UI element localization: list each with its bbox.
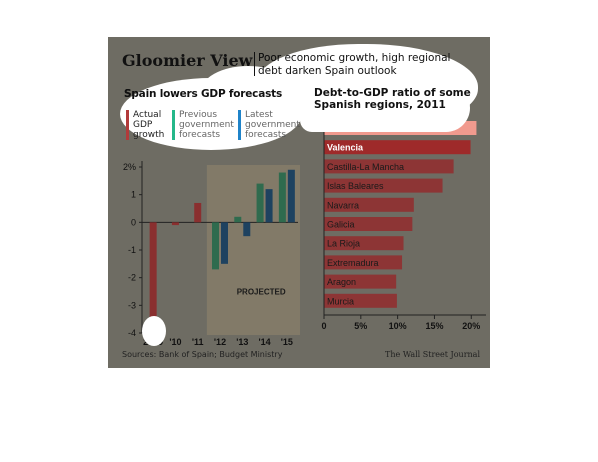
region-bar xyxy=(324,159,454,174)
region-label: Murcia xyxy=(327,296,354,306)
y-tick-label: 0 xyxy=(131,217,136,227)
region-bar xyxy=(324,217,413,231)
chart-title: Gloomier View xyxy=(122,51,253,70)
x-tick-label: 15% xyxy=(425,321,443,331)
gdp-chart: PROJECTED2%10-1-2-3-42009'10'11'12'13'14… xyxy=(123,161,300,345)
footer-credit: The Wall Street Journal xyxy=(385,350,480,359)
gdp-bar xyxy=(194,202,202,223)
y-tick-label: -1 xyxy=(128,245,136,255)
gdp-bar xyxy=(171,222,179,226)
x-tick-label: '14 xyxy=(258,337,270,345)
region-label: Castilla-La Mancha xyxy=(327,162,404,172)
gdp-bar xyxy=(234,216,242,223)
x-tick-label: '11 xyxy=(192,337,204,345)
x-tick-label: 0 xyxy=(321,321,326,331)
chart-subtitle-overlay: Poor economic growth, high regional debt… xyxy=(258,52,451,77)
scribble-highlight xyxy=(142,316,166,346)
x-tick-label: '10 xyxy=(169,337,181,345)
debt-chart: CataloniaValenciaCastilla-La ManchaIslas… xyxy=(321,119,486,331)
region-label: Aragon xyxy=(327,277,356,287)
y-tick-label: -3 xyxy=(128,300,136,310)
projected-region xyxy=(206,165,300,335)
gdp-bar xyxy=(243,222,251,237)
legend-label-actual-overlay: Actual GDP growth xyxy=(133,110,165,140)
x-tick-label: 20% xyxy=(462,321,480,331)
region-bar xyxy=(324,236,404,251)
gdp-bar xyxy=(212,222,219,270)
region-label: Valencia xyxy=(327,143,364,153)
legend-label-previous-overlay: Previous government forecasts xyxy=(179,110,234,140)
x-tick-label: 5% xyxy=(354,321,367,331)
region-bar xyxy=(324,255,403,270)
region-label: Islas Baleares xyxy=(327,181,384,191)
x-tick-label: '13 xyxy=(236,337,248,345)
gdp-bar xyxy=(221,222,228,264)
subtitle-divider-overlay xyxy=(254,52,255,76)
footer-source: Sources: Bank of Spain; Budget Ministry xyxy=(122,350,283,359)
region-bar xyxy=(324,140,471,155)
projected-label: PROJECTED xyxy=(237,288,286,297)
region-label: Galicia xyxy=(327,220,355,230)
gdp-chart-title-overlay: Spain lowers GDP forecasts xyxy=(124,88,283,100)
legend-label-latest-overlay: Latest government forecasts xyxy=(245,110,300,140)
legend-swatch-actual-overlay xyxy=(126,110,129,140)
y-tick-label: -4 xyxy=(128,328,136,338)
y-tick-label: 1 xyxy=(131,190,136,200)
legend-swatch-previous-overlay xyxy=(172,110,175,140)
gdp-bar xyxy=(278,172,286,223)
x-tick-label: '12 xyxy=(214,337,226,345)
gdp-bar xyxy=(256,183,264,223)
region-label: La Rioja xyxy=(327,239,360,249)
x-tick-label: '15 xyxy=(281,337,293,345)
gdp-bar xyxy=(287,169,295,223)
gdp-bar xyxy=(265,189,273,223)
y-tick-label: -2 xyxy=(128,273,136,283)
legend-swatch-latest-overlay xyxy=(238,110,241,140)
y-tick-label: 2% xyxy=(123,162,136,172)
region-bar xyxy=(324,178,443,193)
region-bar xyxy=(324,293,397,308)
region-label: Navarra xyxy=(327,200,359,210)
region-label: Extremadura xyxy=(327,258,379,268)
scribble-highlight xyxy=(200,66,296,120)
region-bar xyxy=(324,197,414,212)
debt-chart-title-overlay: Debt-to-GDP ratio of some Spanish region… xyxy=(314,87,471,111)
region-bar xyxy=(324,274,397,289)
scribble-highlight xyxy=(300,80,470,132)
gdp-bar xyxy=(149,222,157,325)
x-tick-label: 10% xyxy=(389,321,407,331)
